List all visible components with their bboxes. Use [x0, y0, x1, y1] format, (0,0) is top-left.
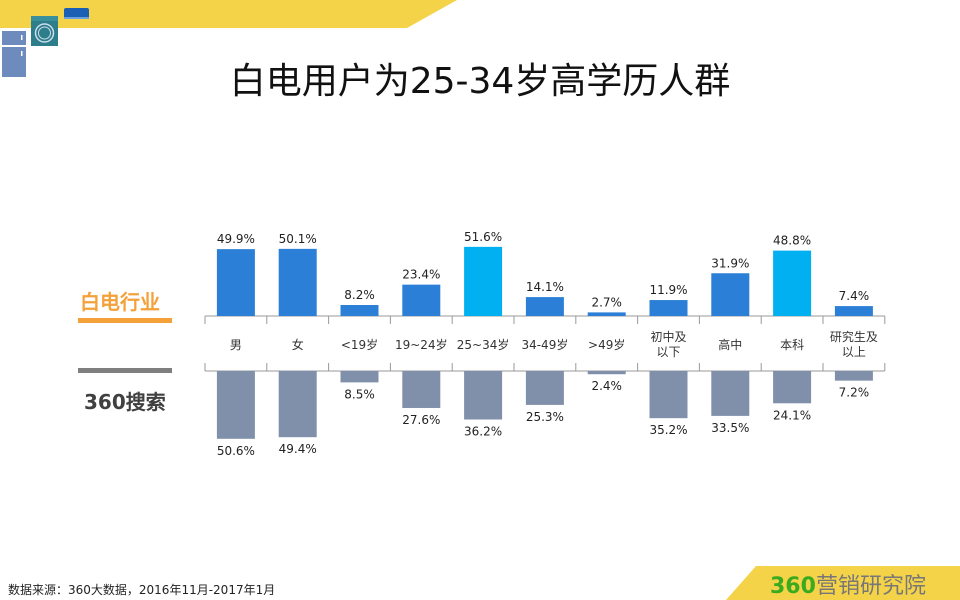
bar-bottom: [278, 371, 317, 438]
bar-top: [340, 305, 379, 316]
data-label-bottom: 50.6%: [217, 444, 255, 458]
bar-top: [216, 249, 255, 316]
data-source: 数据来源：360大数据，2016年11月-2017年1月: [8, 583, 276, 597]
bar-bottom: [834, 371, 873, 381]
data-label-bottom: 7.2%: [839, 386, 870, 400]
legend-line-top: [78, 318, 172, 323]
bar-top: [711, 273, 750, 316]
brand-logo: 360营销研究院: [770, 574, 926, 599]
data-label-top: 7.4%: [839, 289, 870, 303]
category-label: 19~24岁: [395, 337, 448, 352]
data-label-top: 8.2%: [344, 288, 375, 302]
bar-bottom: [525, 371, 564, 405]
bar-top: [834, 306, 873, 316]
bar-top: [525, 297, 564, 316]
appliance-icons: [2, 8, 89, 77]
data-label-bottom: 49.4%: [279, 442, 317, 456]
data-label-bottom: 24.1%: [773, 408, 811, 422]
category-label: 初中及: [650, 329, 686, 344]
category-label: <19岁: [341, 337, 378, 352]
category-label: 男: [230, 338, 242, 352]
data-label-bottom: 25.3%: [526, 410, 564, 424]
data-label-top: 11.9%: [649, 283, 687, 297]
page-title: 白电用户为25-34岁高学历人群: [229, 61, 731, 102]
category-label: 25~34岁: [457, 337, 510, 352]
category-label: >49岁: [588, 337, 625, 352]
bar-bottom: [649, 371, 688, 419]
data-label-bottom: 35.2%: [649, 423, 687, 437]
legend-line-bottom: [78, 368, 172, 373]
bar-bottom: [587, 371, 626, 375]
data-label-bottom: 2.4%: [591, 379, 622, 393]
bar-bottom: [711, 371, 750, 416]
data-label-top: 49.9%: [217, 232, 255, 246]
data-label-top: 2.7%: [591, 295, 622, 309]
category-label: 研究生及: [830, 329, 878, 344]
washing-machine-icon: [31, 16, 58, 46]
data-label-top: 48.8%: [773, 234, 811, 248]
data-label-bottom: 33.5%: [711, 421, 749, 435]
bar-bottom: [464, 371, 503, 420]
top-banner: [0, 0, 457, 28]
category-label: 以上: [842, 345, 866, 359]
bar-top: [278, 248, 317, 316]
data-label-top: 14.1%: [526, 280, 564, 294]
category-label: 以下: [656, 345, 680, 359]
data-label-bottom: 27.6%: [402, 413, 440, 427]
air-conditioner-icon: [64, 8, 89, 19]
bar-bottom: [402, 371, 441, 408]
data-label-top: 23.4%: [402, 268, 440, 282]
data-label-top: 50.1%: [279, 232, 317, 246]
data-label-bottom: 8.5%: [344, 387, 375, 401]
refrigerator-icon: [2, 31, 26, 77]
bar-top: [773, 250, 812, 316]
bar-bottom: [216, 371, 255, 439]
bar-bottom: [773, 371, 812, 404]
category-label: 本科: [780, 338, 804, 352]
legend-label-top: 白电行业: [80, 290, 160, 314]
bar-top: [649, 300, 688, 316]
data-label-top: 31.9%: [711, 256, 749, 270]
brand-banner: [726, 566, 960, 600]
category-label: 高中: [718, 337, 742, 352]
category-label: 34-49岁: [521, 337, 568, 352]
bar-top: [402, 284, 441, 316]
category-label: 女: [292, 337, 304, 352]
data-label-top: 51.6%: [464, 230, 502, 244]
bar-top: [587, 312, 626, 316]
bar-top: [464, 246, 503, 316]
bar-bottom: [340, 371, 379, 383]
legend-label-bottom: 360搜索: [84, 390, 166, 414]
data-label-bottom: 36.2%: [464, 425, 502, 439]
